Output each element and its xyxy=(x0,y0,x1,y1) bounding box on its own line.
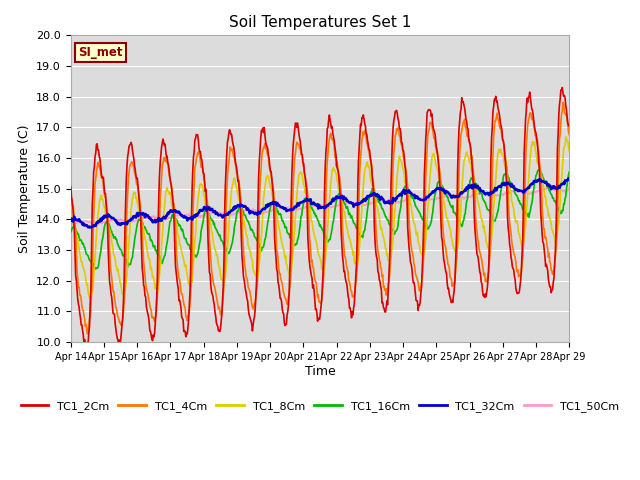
TC1_16Cm xyxy=(76,238,84,243)
TC1_50Cm xyxy=(565,187,573,192)
TC1_4Cm xyxy=(179,291,186,297)
TC1_4Cm xyxy=(84,331,92,336)
TC1_32Cm xyxy=(67,217,75,223)
Y-axis label: Soil Temperature (C): Soil Temperature (C) xyxy=(18,124,31,253)
Line: TC1_8Cm: TC1_8Cm xyxy=(71,137,569,298)
TC1_8Cm xyxy=(128,201,136,206)
TC1_16Cm xyxy=(67,229,75,235)
TC1_8Cm xyxy=(565,148,573,154)
TC1_8Cm xyxy=(86,295,93,301)
TC1_2Cm xyxy=(205,255,212,261)
TC1_8Cm xyxy=(76,251,84,257)
TC1_8Cm xyxy=(396,153,403,159)
TC1_8Cm xyxy=(205,210,212,216)
TC1_16Cm xyxy=(205,211,212,216)
TC1_50Cm xyxy=(395,200,403,205)
TC1_50Cm xyxy=(67,223,75,228)
Line: TC1_16Cm: TC1_16Cm xyxy=(71,169,569,269)
TC1_32Cm xyxy=(179,213,186,219)
TC1_16Cm xyxy=(565,169,573,175)
TC1_32Cm xyxy=(205,204,212,210)
TC1_32Cm xyxy=(564,176,572,181)
Line: TC1_50Cm: TC1_50Cm xyxy=(71,188,569,226)
TC1_4Cm xyxy=(396,133,403,139)
TC1_32Cm xyxy=(128,216,136,222)
TC1_8Cm xyxy=(179,252,186,258)
TC1_4Cm xyxy=(67,195,75,201)
TC1_32Cm xyxy=(381,200,388,206)
TC1_8Cm xyxy=(562,134,570,140)
TC1_50Cm xyxy=(178,211,186,217)
TC1_4Cm xyxy=(381,288,388,293)
TC1_2Cm xyxy=(396,126,403,132)
TC1_4Cm xyxy=(128,159,136,165)
Title: Soil Temperatures Set 1: Soil Temperatures Set 1 xyxy=(229,15,411,30)
TC1_4Cm xyxy=(565,132,573,137)
TC1_2Cm xyxy=(76,311,84,316)
TC1_8Cm xyxy=(67,212,75,217)
TC1_2Cm xyxy=(559,84,566,90)
TC1_4Cm xyxy=(76,292,84,298)
TC1_50Cm xyxy=(76,220,84,226)
TC1_50Cm xyxy=(380,198,388,204)
TC1_2Cm xyxy=(128,142,136,148)
Text: SI_met: SI_met xyxy=(78,46,123,59)
TC1_32Cm xyxy=(76,217,84,223)
X-axis label: Time: Time xyxy=(305,365,335,378)
Legend: TC1_2Cm, TC1_4Cm, TC1_8Cm, TC1_16Cm, TC1_32Cm, TC1_50Cm: TC1_2Cm, TC1_4Cm, TC1_8Cm, TC1_16Cm, TC1… xyxy=(16,397,624,417)
TC1_32Cm xyxy=(565,177,573,182)
TC1_2Cm xyxy=(565,123,573,129)
TC1_2Cm xyxy=(381,309,388,315)
TC1_16Cm xyxy=(536,167,543,172)
TC1_32Cm xyxy=(86,225,94,230)
Line: TC1_4Cm: TC1_4Cm xyxy=(71,102,569,334)
TC1_16Cm xyxy=(128,256,136,262)
TC1_4Cm xyxy=(205,216,212,221)
TC1_16Cm xyxy=(92,266,99,272)
TC1_32Cm xyxy=(396,192,403,198)
TC1_50Cm xyxy=(204,211,212,217)
TC1_16Cm xyxy=(381,212,388,217)
TC1_16Cm xyxy=(396,211,403,217)
Line: TC1_2Cm: TC1_2Cm xyxy=(71,87,569,348)
TC1_16Cm xyxy=(179,226,186,232)
TC1_8Cm xyxy=(381,241,388,247)
Line: TC1_32Cm: TC1_32Cm xyxy=(71,179,569,228)
TC1_2Cm xyxy=(179,316,186,322)
TC1_2Cm xyxy=(82,346,90,351)
TC1_2Cm xyxy=(67,184,75,190)
TC1_4Cm xyxy=(559,99,567,105)
TC1_50Cm xyxy=(543,185,550,191)
TC1_50Cm xyxy=(127,219,135,225)
